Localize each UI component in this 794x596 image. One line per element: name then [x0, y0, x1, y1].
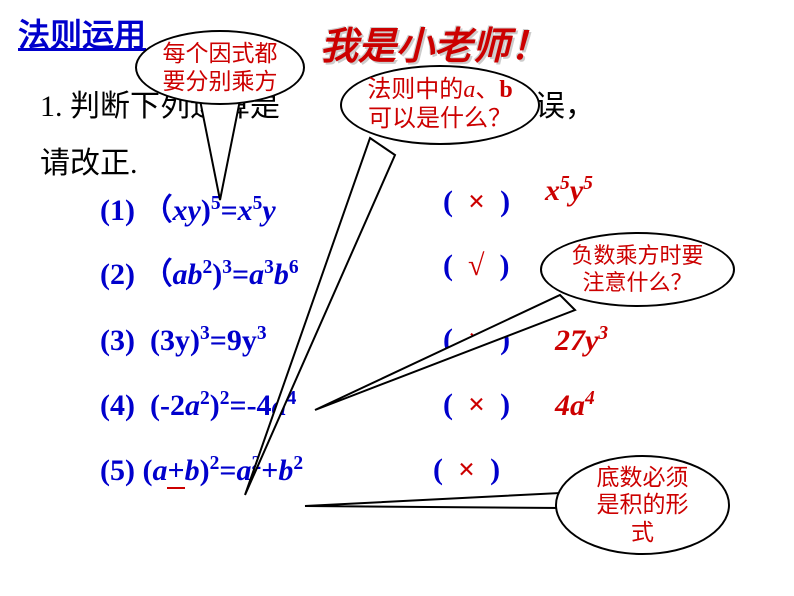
- p3-num: (3): [100, 324, 135, 357]
- b3-l1: 负数乘方时要: [571, 243, 703, 269]
- bubble-2: 法则中的a、b法则中的a、b 可以是什么？: [340, 65, 540, 145]
- bubble-1: 每个因式都 要分别乘方: [135, 30, 305, 105]
- p1-paren: ( × ): [443, 185, 510, 219]
- p5-num: (5): [100, 454, 135, 487]
- b2-l1: 法则中的a、b法则中的a、b: [367, 76, 512, 105]
- b4-l2: 是积的形: [597, 491, 689, 519]
- b2-l2: 可以是什么？: [368, 105, 512, 134]
- p4-num: (4): [100, 389, 135, 422]
- b3-l2: 注意什么？: [582, 270, 692, 296]
- bubble4-tail: [300, 488, 580, 518]
- b1-l1: 每个因式都: [163, 40, 278, 68]
- p5-mark: ×: [458, 453, 475, 486]
- bubble-3: 负数乘方时要 注意什么？: [540, 232, 735, 307]
- bubble-4: 底数必须 是积的形 式: [555, 455, 730, 555]
- b1-l2: 要分别乘方: [163, 68, 278, 96]
- p1-mark: ×: [468, 185, 485, 218]
- b4-l3: 式: [631, 519, 654, 547]
- teacher-heading: 我是小老师！: [320, 15, 548, 70]
- p2-num: (2): [100, 258, 135, 291]
- p1-correction: x5y5: [545, 173, 593, 208]
- b4-l1: 底数必须: [597, 464, 689, 492]
- page-title: 法则运用: [18, 10, 146, 56]
- p1-num: (1): [100, 194, 135, 227]
- p5-paren: ( × ): [433, 453, 500, 487]
- p2-paren: ( √ ): [443, 249, 509, 283]
- p2-mark: √: [468, 249, 484, 282]
- bubble3-tail: [310, 290, 590, 420]
- instr-3: 请改正.: [40, 147, 138, 180]
